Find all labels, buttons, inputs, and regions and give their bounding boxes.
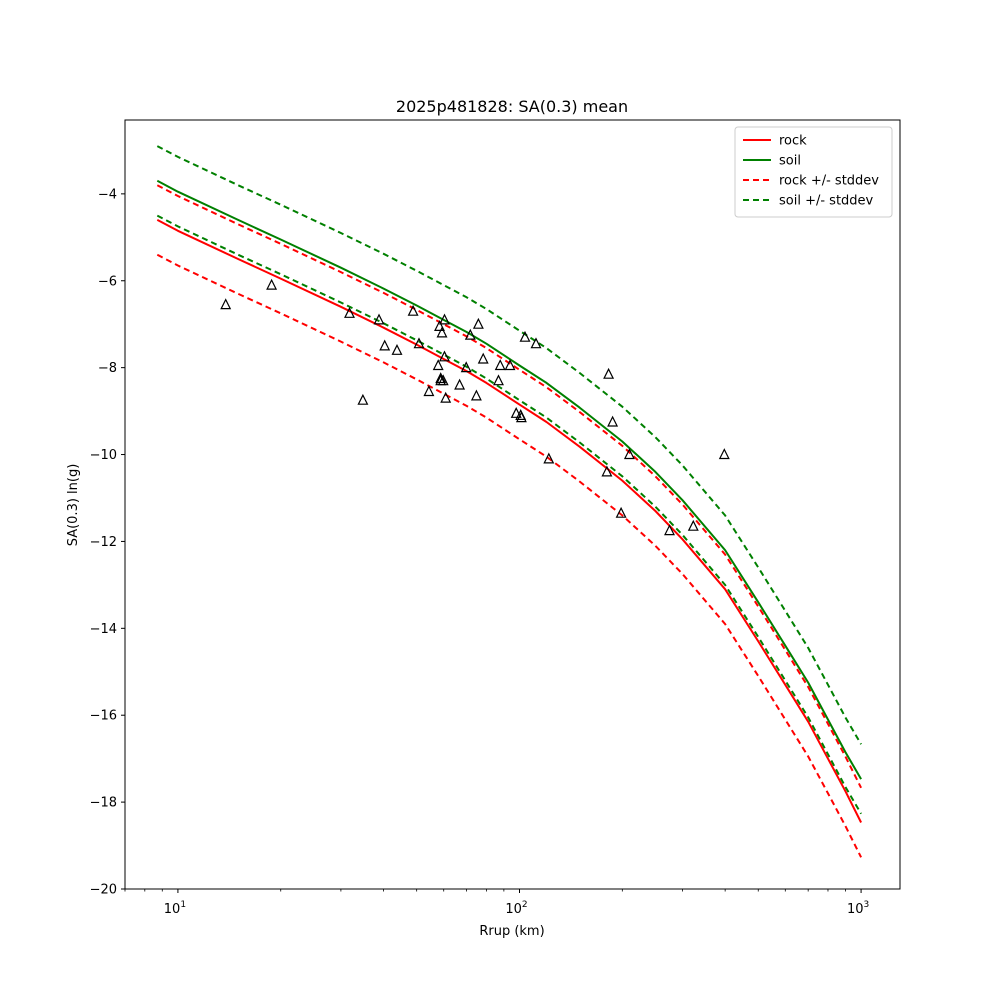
legend-label: rock <box>779 134 807 149</box>
observation-point <box>220 298 232 310</box>
observation-point <box>504 359 516 371</box>
observation-point <box>477 352 489 364</box>
observation-point <box>543 452 555 464</box>
y-tick-label: −6 <box>98 274 117 289</box>
observation-point <box>623 448 635 460</box>
chart-title: 2025p481828: SA(0.3) mean <box>396 97 628 116</box>
observation-point <box>472 317 484 329</box>
series-line-0 <box>156 219 862 823</box>
observation-point <box>601 465 613 477</box>
y-tick-label: −20 <box>90 883 117 898</box>
observation-point <box>435 372 447 384</box>
observation-point <box>510 406 522 418</box>
observations <box>220 278 730 536</box>
plot-frame <box>124 119 901 890</box>
series-line-4 <box>156 145 862 745</box>
legend-label: rock +/- stddev <box>779 174 879 189</box>
legend-box <box>734 126 893 218</box>
plot-area <box>156 145 862 858</box>
y-axis: −20 −18 −16 −14 −12 −10 −8 −6 −4 <box>90 187 125 898</box>
observation-point <box>493 374 504 386</box>
observation-point <box>515 411 527 423</box>
series-line-1 <box>156 179 862 780</box>
x-axis-label: Rrup (km) <box>479 924 544 939</box>
observation-point <box>379 339 391 351</box>
observation-point <box>464 328 476 340</box>
observation-point <box>391 343 403 355</box>
observation-point <box>413 337 425 349</box>
observation-point <box>470 389 482 401</box>
observation-point <box>664 524 675 536</box>
observation-point <box>687 519 699 531</box>
series-line-3 <box>156 253 862 858</box>
y-tick-label: −14 <box>90 622 117 637</box>
y-tick-label: −4 <box>98 187 117 202</box>
observation-point <box>434 320 445 331</box>
series-line-5 <box>156 214 862 815</box>
observation-point <box>407 304 419 316</box>
observation-point <box>460 361 472 373</box>
legend: rock soil rock +/- stddev soil +/- stddev <box>734 126 893 218</box>
observation-point <box>423 385 435 397</box>
observation-point <box>530 337 542 349</box>
observation-point <box>454 378 466 390</box>
observation-point <box>373 313 385 325</box>
observation-point <box>603 367 615 379</box>
observation-point <box>432 359 444 371</box>
y-tick-label: −18 <box>90 796 117 811</box>
observation-point <box>437 374 449 386</box>
observation-point <box>266 278 278 290</box>
observation-point <box>615 506 627 518</box>
y-axis-label: SA(0.3) ln(g) <box>66 464 81 547</box>
observation-point <box>439 313 450 325</box>
y-tick-label: −16 <box>90 709 117 724</box>
legend-label: soil <box>779 154 801 169</box>
observation-point <box>718 448 730 460</box>
observation-point <box>440 391 452 403</box>
observation-point <box>494 359 506 371</box>
y-tick-label: −8 <box>98 361 117 376</box>
series-line-2 <box>156 184 862 789</box>
observation-point <box>344 306 355 318</box>
y-tick-label: −12 <box>90 535 117 550</box>
observation-point <box>519 330 531 342</box>
observation-point <box>357 393 369 405</box>
y-tick-label: −10 <box>90 448 117 463</box>
legend-label: soil +/- stddev <box>779 194 874 209</box>
observation-point <box>439 350 450 362</box>
observation-point <box>607 415 619 427</box>
observation-point <box>436 326 448 338</box>
